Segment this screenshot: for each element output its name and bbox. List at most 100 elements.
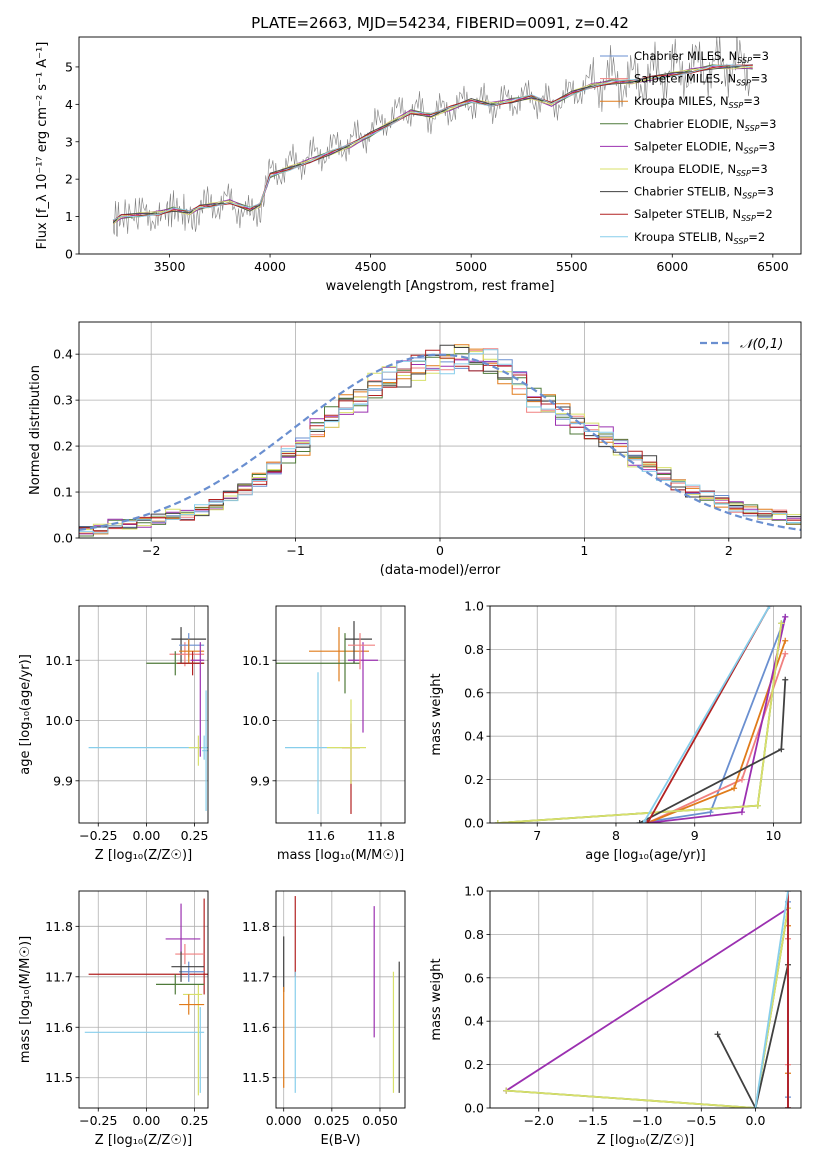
- legend-label-main: Salpeter ELODIE, N: [634, 139, 744, 153]
- spectrum-ytick-label: 3: [65, 134, 73, 149]
- histogram-8: [79, 349, 801, 534]
- weight-z-xtick-label: −1.5: [578, 1113, 608, 1128]
- weight-z-line-6: [716, 964, 789, 1108]
- legend-label-sub: SSP: [745, 124, 760, 133]
- mass-ebv-frame: [275, 890, 406, 1109]
- spectrum-ytick-label: 1: [65, 209, 73, 224]
- residuals-plot: [79, 344, 801, 537]
- spectrum-xtick-label: 5500: [556, 259, 588, 274]
- weight-age-xtick-label: 10: [765, 828, 781, 843]
- age-mass-xtick-label: 11.6: [307, 828, 335, 843]
- residuals-xlabel: (data-model)/error: [380, 563, 501, 578]
- legend-label-2: Kroupa MILES, NSSP=3: [634, 94, 760, 110]
- age-z-frame: [78, 605, 209, 824]
- weight-z-plot: [503, 891, 791, 1108]
- weight-z-ytick-label: 0.0: [464, 1101, 484, 1116]
- weight-age-ytick-label: 0.6: [464, 685, 484, 700]
- weight-age-ytick-label: 0.0: [464, 816, 484, 831]
- legend-label-main: Chabrier MILES, N: [634, 49, 737, 63]
- age-mass-ytick-label: 10.1: [242, 653, 270, 668]
- age-z-xtick-label: 0.25: [181, 828, 209, 843]
- legend-label-sub: SSP: [736, 169, 751, 178]
- mass-ebv-plot: [283, 896, 400, 1093]
- weight-z-ylabel: mass weight: [429, 958, 444, 1040]
- legend-label-sub: SSP: [742, 192, 757, 201]
- spectrum-ylabel: Flux [f_λ 10⁻¹⁷ erg cm⁻² s⁻¹ A⁻¹]: [35, 42, 50, 250]
- model-line-8: [113, 64, 753, 221]
- residuals-ylabel: Normed distribution: [28, 365, 43, 495]
- residuals-xtick-label: −2: [142, 543, 160, 558]
- legend-label-tail: =3: [751, 72, 768, 86]
- weight-z-xtick-label: 0.0: [746, 1113, 766, 1128]
- mass-z-ytick-label: 11.6: [45, 1020, 73, 1035]
- mass-ebv-xlabel: E(B-V): [320, 1133, 360, 1148]
- spectrum-ytick-label: 5: [65, 59, 73, 74]
- weight-z-marker-7: [784, 1105, 791, 1108]
- weight-age-marker-6: [782, 676, 789, 683]
- mass-z-ytick-label: 11.8: [45, 919, 73, 934]
- weight-age-xtick-label: 8: [612, 828, 620, 843]
- residuals-ytick-label: 0.1: [53, 485, 73, 500]
- legend-label-main: Kroupa MILES, N: [634, 94, 729, 108]
- age-mass-xtick-label: 11.8: [367, 828, 395, 843]
- weight-age-marker-5: [494, 820, 501, 823]
- legend-label-tail: =2: [756, 207, 773, 221]
- mass-ebv-axes: 0.000 0.025 0.050 11.5 11.6 11.7 11.8 E(B-V): [242, 890, 406, 1148]
- weight-z-axes: −2.0 −1.5 −1.0 −0.5 0.0 0.0 0.2 0.4 0.6 0.8 1.0 Z […: [429, 884, 802, 1148]
- mass-ebv-ytick-label: 11.7: [242, 969, 270, 984]
- weight-z-frame: [489, 890, 802, 1109]
- weight-age-line-8: [642, 606, 771, 823]
- weight-z-ytick-label: 1.0: [464, 884, 484, 899]
- mass-ebv-ytick-label: 11.5: [242, 1070, 270, 1085]
- mass-ebv-ytick-label: 11.6: [242, 1020, 270, 1035]
- age-mass-frame: [275, 605, 406, 824]
- weight-z-ytick-label: 0.6: [464, 970, 484, 985]
- weight-age-line-5: [497, 623, 783, 823]
- legend-label-1: Salpeter MILES, NSSP=3: [634, 72, 768, 88]
- weight-age-ytick-label: 1.0: [464, 599, 484, 614]
- weight-age-marker-8: [766, 606, 773, 609]
- weight-age-marker-6: [636, 820, 643, 823]
- weight-age-ytick-label: 0.8: [464, 642, 484, 657]
- weight-age-marker-5: [754, 802, 761, 809]
- age-mass-plot: [276, 621, 378, 814]
- legend-label-tail: =3: [743, 94, 760, 108]
- spectrum-ytick-label: 0: [65, 247, 73, 262]
- weight-age-plot: [494, 606, 789, 823]
- age-z-ylabel: age [log₁₀(age/yr)]: [18, 654, 33, 775]
- age-z-plot: [88, 627, 208, 811]
- weight-z-ytick-label: 0.8: [464, 927, 484, 942]
- residuals-ytick-label: 0.2: [53, 439, 73, 454]
- legend-label-main: Chabrier ELODIE, N: [634, 117, 745, 131]
- weight-age-line-3: [497, 623, 783, 823]
- weight-z-xlabel: Z [log₁₀(Z/Z☉)]: [597, 1133, 694, 1148]
- residuals-xtick-label: 0: [436, 543, 444, 558]
- mass-z-plot: [84, 898, 208, 1096]
- weight-z-xtick-label: −0.5: [686, 1113, 716, 1128]
- mass-z-ytick-label: 11.7: [45, 969, 73, 984]
- weight-z-ytick-label: 0.4: [464, 1014, 484, 1029]
- legend-label-main: Chabrier STELIB, N: [634, 185, 742, 199]
- data-spectrum-line: [112, 37, 752, 237]
- residuals-xtick-label: 1: [580, 543, 588, 558]
- legend-label-tail: =3: [760, 117, 777, 131]
- mass-z-frame: [78, 890, 209, 1109]
- legend-label-main: Salpeter STELIB, N: [634, 207, 741, 221]
- spectrum-xtick-label: 3500: [154, 259, 186, 274]
- age-z-ytick-label: 10.1: [45, 653, 73, 668]
- weight-z-line-5: [506, 908, 789, 1108]
- spectrum-ytick-label: 4: [65, 97, 73, 112]
- legend-label-main: Kroupa ELODIE, N: [634, 162, 736, 176]
- weight-age-marker-5: [778, 620, 785, 627]
- chart-title: PLATE=2663, MJD=54234, FIBERID=0091, z=0…: [251, 14, 629, 32]
- age-mass-xlabel: mass [log₁₀(M/M☉)]: [277, 848, 404, 863]
- weight-z-marker-8: [784, 891, 791, 894]
- residuals-frame: [78, 321, 802, 539]
- legend-label-sub: SSP: [734, 237, 749, 246]
- legend-label-tail: =2: [748, 230, 765, 244]
- weight-age-xlabel: age [log₁₀(age/yr)]: [585, 848, 706, 863]
- residuals-xtick-label: −1: [286, 543, 304, 558]
- legend-label-gaussian: 𝒩(0,1): [740, 337, 783, 352]
- age-z-ytick-label: 9.9: [53, 773, 73, 788]
